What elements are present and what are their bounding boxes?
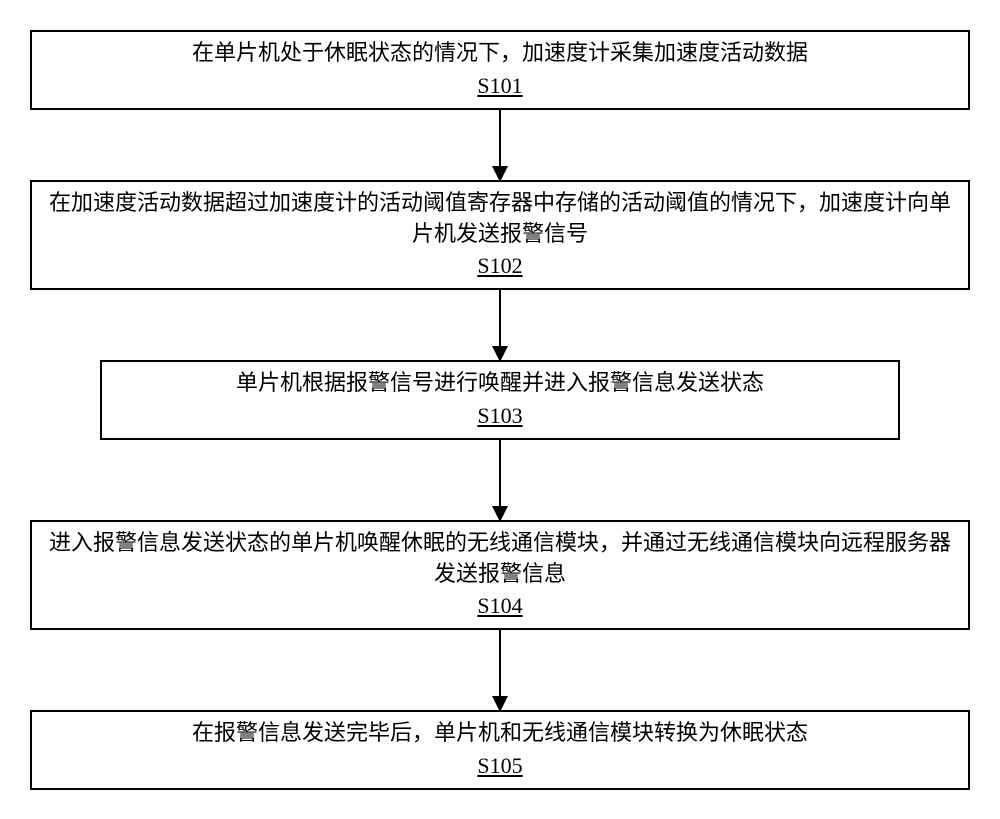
step-label: S104 [477,591,522,622]
flowchart-canvas: 在单片机处于休眠状态的情况下，加速度计采集加速度活动数据 S101 在加速度活动… [0,0,1000,819]
step-text: 进入报警信息发送状态的单片机唤醒休眠的无线通信模块，并通过无线通信模块向远程服务… [44,528,956,590]
step-box-s101: 在单片机处于休眠状态的情况下，加速度计采集加速度活动数据 S101 [30,30,970,110]
step-box-s103: 单片机根据报警信号进行唤醒并进入报警信息发送状态 S103 [100,360,900,440]
step-text: 单片机根据报警信号进行唤醒并进入报警信息发送状态 [236,368,764,399]
step-box-s105: 在报警信息发送完毕后，单片机和无线通信模块转换为休眠状态 S105 [30,710,970,790]
step-text: 在报警信息发送完毕后，单片机和无线通信模块转换为休眠状态 [192,718,808,749]
step-box-s104: 进入报警信息发送状态的单片机唤醒休眠的无线通信模块，并通过无线通信模块向远程服务… [30,520,970,630]
step-label: S101 [477,71,522,102]
step-text: 在加速度活动数据超过加速度计的活动阈值寄存器中存储的活动阈值的情况下，加速度计向… [44,188,956,250]
step-label: S102 [477,251,522,282]
step-box-s102: 在加速度活动数据超过加速度计的活动阈值寄存器中存储的活动阈值的情况下，加速度计向… [30,180,970,290]
step-text: 在单片机处于休眠状态的情况下，加速度计采集加速度活动数据 [192,38,808,69]
step-label: S105 [477,751,522,782]
step-label: S103 [477,401,522,432]
